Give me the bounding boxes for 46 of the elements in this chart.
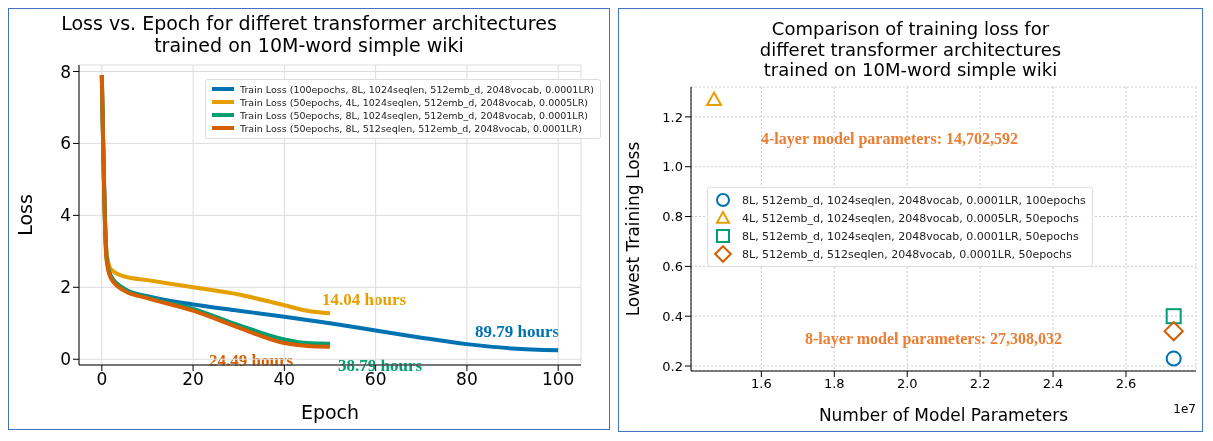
y-tick-label: 2 <box>60 277 71 298</box>
x-tick-label: 100 <box>541 368 575 389</box>
y-tick-label: 0 <box>60 348 71 369</box>
y-tick-label: 0.4 <box>662 308 683 324</box>
y-tick-label: 1.0 <box>662 159 683 175</box>
y-tick-label: 0.2 <box>662 358 683 374</box>
x-tick-label: 20 <box>182 368 204 389</box>
chart-title: Comparison of training loss for differet transformer architectures trained on 10M-word simple wiki <box>758 18 1063 82</box>
legend-label: Train Loss (100epochs, 8L, 1024seqlen, 512emb_d, 2048vocab, 0.0001LR) <box>240 82 595 96</box>
point <box>1165 350 1182 367</box>
point <box>706 91 723 107</box>
x-tick-label: 2.2 <box>969 376 991 392</box>
x-axis-title: Number of Model Parameters <box>818 405 1069 426</box>
legend-label: 4L, 512emb_d, 1024seqlen, 2048vocab, 0.0005LR, 50epochs <box>742 210 1079 227</box>
legend-label: 8L, 512emb_d, 1024seqlen, 2048vocab, 0.0001LR, 100epochs <box>742 192 1086 209</box>
x-axis-title: Epoch <box>300 400 360 423</box>
y-tick-label: 4 <box>60 205 71 226</box>
annotation: 89.79 hours <box>475 322 560 341</box>
y-tick-label: 8 <box>60 61 71 82</box>
legend-label: Train Loss (50epochs, 8L, 512seqlen, 512emb_d, 2048vocab, 0.0001LR) <box>240 121 582 135</box>
legend-label: 8L, 512emb_d, 512seqlen, 2048vocab, 0.0001LR, 50epochs <box>742 246 1072 263</box>
y-tick-label: 0.6 <box>662 259 683 275</box>
legend-label: Train Loss (50epochs, 4L, 1024seqlen, 512emb_d, 2048vocab, 0.0005LR) <box>240 95 588 109</box>
x-tick-label: 2.0 <box>896 376 918 392</box>
y-tick-label: 1.2 <box>662 109 683 125</box>
text: 1e7 <box>1173 402 1196 417</box>
x-tick-label: 80 <box>456 368 478 389</box>
x-tick-label: 2.4 <box>1042 376 1064 392</box>
x-tick-label: 1.6 <box>751 376 772 392</box>
y-axis-title: Lowest Training Loss <box>623 141 644 317</box>
chart-title: Loss vs. Epoch for differet transformer architectures trained on 10M-word simple wiki <box>60 12 558 57</box>
annotation: 24.49 hours <box>209 351 294 370</box>
point <box>1165 308 1182 325</box>
y-tick-label: 6 <box>60 133 71 154</box>
annotation: 4-layer model parameters: 14,702,592 <box>761 130 1018 147</box>
x-tick-label: 2.6 <box>1115 376 1137 392</box>
legend-label: 8L, 512emb_d, 1024seqlen, 2048vocab, 0.0001LR, 50epochs <box>742 228 1079 245</box>
point <box>1163 321 1184 342</box>
annotation: 14.04 hours <box>322 290 407 309</box>
y-tick-label: 0.8 <box>662 209 683 225</box>
x-tick-label: 1.8 <box>823 376 845 392</box>
y-axis-title: Loss <box>13 193 36 236</box>
annotation: 8-layer model parameters: 27,308,032 <box>805 330 1062 347</box>
x-tick-label: 0 <box>96 368 108 389</box>
x-tick-label: 40 <box>273 368 296 389</box>
legend-label: Train Loss (50epochs, 8L, 1024seqlen, 512emb_d, 2048vocab, 0.0001LR) <box>240 108 588 122</box>
